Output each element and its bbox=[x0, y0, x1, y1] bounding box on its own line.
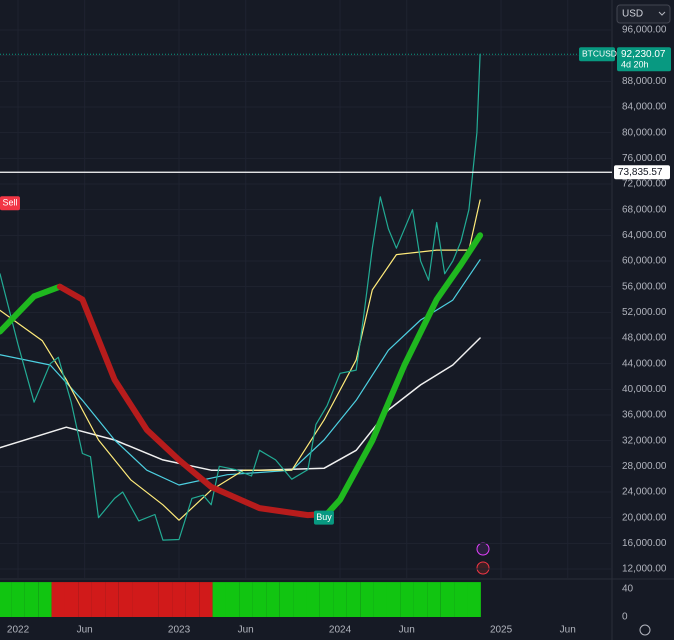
bar bbox=[24, 582, 39, 617]
y-tick-label: 16,000.00 bbox=[622, 538, 667, 549]
series-line bbox=[0, 199, 481, 521]
bar bbox=[212, 582, 227, 617]
chevron bbox=[658, 11, 666, 16]
currency-dropdown[interactable] bbox=[616, 4, 671, 24]
x-tick-label: Jun bbox=[238, 625, 254, 636]
bar bbox=[11, 582, 25, 617]
y-tick-label: 84,000.00 bbox=[622, 102, 667, 113]
bar bbox=[38, 582, 52, 617]
y-tick-label: 72,000.00 bbox=[622, 179, 667, 190]
bar bbox=[360, 582, 374, 617]
bar bbox=[158, 582, 173, 617]
y-tick-label: 48,000.00 bbox=[622, 333, 667, 344]
bar bbox=[239, 582, 253, 617]
y-tick-label: 76,000.00 bbox=[622, 153, 667, 164]
bar bbox=[400, 582, 414, 617]
y-tick-label: 12,000.00 bbox=[622, 564, 667, 575]
bar bbox=[225, 582, 240, 617]
bar bbox=[172, 582, 186, 617]
bar bbox=[413, 582, 428, 617]
level-label: 73,835.57 bbox=[618, 167, 663, 178]
y-tick-label: 20,000.00 bbox=[622, 512, 667, 523]
last-price-box bbox=[617, 47, 671, 72]
bar bbox=[51, 582, 65, 617]
x-tick-label: Jun bbox=[399, 625, 415, 636]
x-tick-label: 2024 bbox=[329, 625, 352, 636]
signal-marker bbox=[0, 196, 20, 211]
bar bbox=[386, 582, 401, 617]
event-icon[interactable] bbox=[476, 561, 490, 575]
x-tick-label: 2022 bbox=[7, 625, 30, 636]
bar bbox=[252, 582, 267, 617]
series-line bbox=[56, 283, 331, 519]
signal-label: Sell bbox=[2, 198, 17, 208]
series-line bbox=[324, 232, 484, 517]
signal-label: Buy bbox=[316, 512, 332, 522]
currency-label: USD bbox=[622, 9, 643, 20]
y-tick-label: 40,000.00 bbox=[622, 384, 667, 395]
bar bbox=[454, 582, 468, 617]
y-tick-label: 24,000.00 bbox=[622, 487, 667, 498]
bar bbox=[467, 582, 481, 617]
countdown-label: 4d 20h bbox=[621, 60, 649, 70]
y-tick-label: 96,000.00 bbox=[622, 25, 667, 36]
x-tick-label: Jun bbox=[77, 625, 93, 636]
series-line bbox=[0, 53, 481, 541]
y-tick-label: 40 bbox=[622, 584, 634, 595]
bar bbox=[0, 582, 12, 617]
bar bbox=[279, 582, 294, 617]
x-tick-label: Jun bbox=[560, 625, 576, 636]
last-price-label: 92,230.07 bbox=[621, 49, 666, 60]
bar bbox=[185, 582, 200, 617]
bar bbox=[373, 582, 388, 617]
signal-marker bbox=[313, 510, 334, 525]
y-tick-label: 36,000.00 bbox=[622, 410, 667, 421]
bar bbox=[266, 582, 280, 617]
bar bbox=[105, 582, 119, 617]
series-line bbox=[0, 283, 63, 335]
bar bbox=[78, 582, 92, 617]
bar bbox=[440, 582, 455, 617]
bar bbox=[118, 582, 133, 617]
y-tick-label: 60,000.00 bbox=[622, 256, 667, 267]
bar bbox=[293, 582, 307, 617]
symbol-box bbox=[579, 47, 615, 62]
bar bbox=[427, 582, 441, 617]
y-tick-label: 56,000.00 bbox=[622, 281, 667, 292]
y-tick-label: 88,000.00 bbox=[622, 76, 667, 87]
bar bbox=[91, 582, 106, 617]
series-line bbox=[0, 259, 481, 486]
x-tick-label: 2025 bbox=[490, 625, 513, 636]
symbol-label: BTCUSD bbox=[582, 48, 617, 58]
y-tick-label: 64,000.00 bbox=[622, 230, 667, 241]
bar bbox=[346, 582, 361, 617]
bar bbox=[199, 582, 213, 617]
level-label-box bbox=[614, 165, 670, 180]
bar bbox=[333, 582, 347, 617]
settings-icon[interactable] bbox=[639, 624, 651, 636]
y-tick-label: 52,000.00 bbox=[622, 307, 667, 318]
bar bbox=[132, 582, 146, 617]
bar bbox=[306, 582, 320, 617]
bar bbox=[64, 582, 79, 617]
y-tick-label: 68,000.00 bbox=[622, 204, 667, 215]
bar bbox=[145, 582, 159, 617]
event-icon[interactable] bbox=[476, 542, 490, 556]
y-tick-label: 28,000.00 bbox=[622, 461, 667, 472]
y-tick-label: 32,000.00 bbox=[622, 435, 667, 446]
y-tick-label: 44,000.00 bbox=[622, 358, 667, 369]
x-tick-label: 2023 bbox=[168, 625, 191, 636]
bar bbox=[319, 582, 334, 617]
y-tick-label: 0 bbox=[622, 612, 628, 623]
y-tick-label: 80,000.00 bbox=[622, 127, 667, 138]
